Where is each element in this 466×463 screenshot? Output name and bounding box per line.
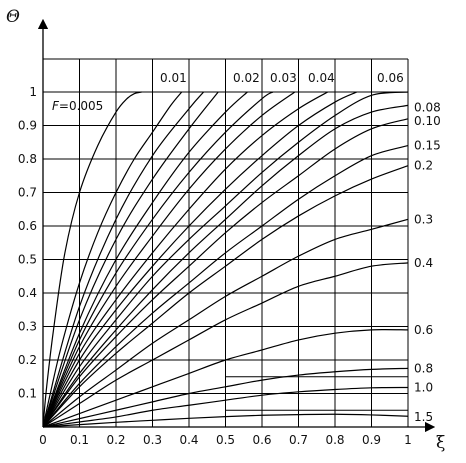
curve-label: 0.03 xyxy=(270,71,297,85)
y-tick-label: 0.5 xyxy=(18,253,37,267)
curve-label: 1.0 xyxy=(414,380,433,394)
series-line xyxy=(42,218,409,428)
y-tick-label: 1 xyxy=(29,85,37,99)
series-line xyxy=(42,145,409,428)
curve-label: F=0.005 xyxy=(52,99,103,113)
y-tick-label: 0.4 xyxy=(18,286,37,300)
x-axis-title: ξ xyxy=(436,433,445,453)
x-tick-label: 0.9 xyxy=(362,433,381,447)
series-line xyxy=(42,91,409,428)
curves xyxy=(42,91,409,428)
x-tick-label: 0.3 xyxy=(143,433,162,447)
series-line xyxy=(42,367,409,428)
grid xyxy=(43,58,409,427)
y-tick-label: 0.8 xyxy=(18,152,37,166)
curve-label: 0.01 xyxy=(160,71,187,85)
curve-label: 0.02 xyxy=(233,71,260,85)
series-line xyxy=(42,329,409,428)
x-tick-label: 0.7 xyxy=(289,433,308,447)
x-tick-label: 0.2 xyxy=(106,433,125,447)
series-line xyxy=(42,118,409,428)
axes: ξ Θ xyxy=(6,7,445,453)
x-tick-label: 0.6 xyxy=(252,433,271,447)
x-tick-label: 0 xyxy=(39,433,47,447)
x-tick-label: 1 xyxy=(404,433,412,447)
curve-label: 0.4 xyxy=(414,256,433,270)
curve-label: 0.2 xyxy=(414,159,433,173)
y-tick-label: 0.6 xyxy=(18,219,37,233)
curve-labels: F=0.005 0.01 0.02 0.03 0.04 0.06 0.080.10 0.15 0… xyxy=(52,71,441,424)
x-tick-label: 0.4 xyxy=(179,433,198,447)
series-line xyxy=(42,91,142,428)
curve-label: 0.06 xyxy=(377,71,404,85)
series-line xyxy=(42,91,248,428)
curve-label: 0.3 xyxy=(414,212,433,226)
x-tick-label: 0.8 xyxy=(325,433,344,447)
series-line xyxy=(42,91,219,428)
x-tick-label: 0.1 xyxy=(70,433,89,447)
curve-label: 0.10 xyxy=(414,114,441,128)
series-line xyxy=(42,413,409,428)
curve-label: 0.08 xyxy=(414,100,441,114)
series-line xyxy=(42,386,409,428)
x-tick-label: 0.5 xyxy=(216,433,235,447)
series-line xyxy=(42,91,328,428)
series-line xyxy=(42,91,183,428)
curve-label: 0.6 xyxy=(414,323,433,337)
series-line xyxy=(42,91,274,428)
series-line xyxy=(42,91,358,428)
series-line xyxy=(42,104,409,428)
y-axis-title: Θ xyxy=(6,7,20,27)
y-tick-label: 0.7 xyxy=(18,186,37,200)
series-line xyxy=(42,91,296,428)
y-tick-label: 0.2 xyxy=(18,353,37,367)
y-tick-label: 0.3 xyxy=(18,320,37,334)
series-line xyxy=(42,91,205,428)
curve-label: 1.5 xyxy=(414,410,433,424)
series-line xyxy=(42,262,409,428)
tick-labels: 0 0.1 0.2 0.3 0.4 0.5 0.6 0.7 0.8 0.9 1 0.1 0.2 0.3 0.… xyxy=(18,85,412,447)
y-tick-label: 0.9 xyxy=(18,119,37,133)
curve-label: 0.04 xyxy=(308,71,335,85)
curve-label: 0.8 xyxy=(414,361,433,375)
series-line xyxy=(42,165,409,428)
curve-label: 0.15 xyxy=(414,139,441,153)
y-tick-label: 0.1 xyxy=(18,387,37,401)
